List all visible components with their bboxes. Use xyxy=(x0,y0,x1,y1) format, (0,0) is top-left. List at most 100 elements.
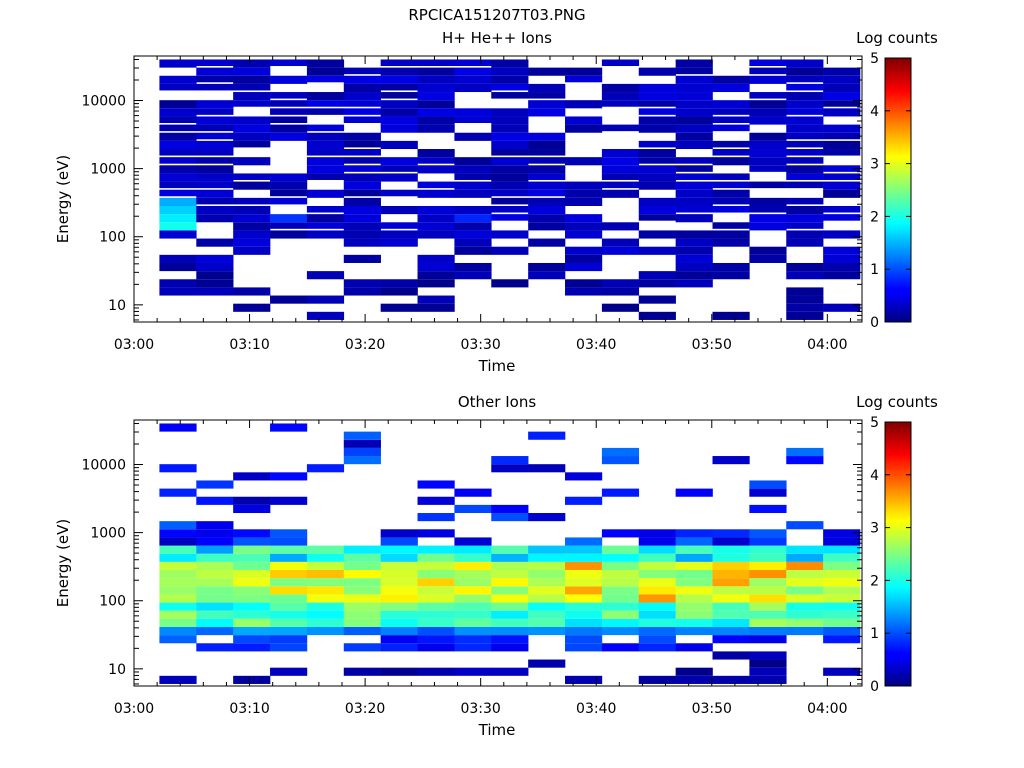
heatmap-cells xyxy=(159,423,861,684)
heatmap-cell xyxy=(786,67,824,76)
heatmap-cell xyxy=(159,561,197,570)
heatmap-cell xyxy=(159,75,197,84)
heatmap-cell xyxy=(601,59,640,67)
heatmap-cell xyxy=(380,303,418,312)
heatmap-cell xyxy=(601,303,640,312)
heatmap-cell xyxy=(601,456,640,465)
heatmap-cell xyxy=(675,643,713,652)
heatmap-cell xyxy=(270,222,308,229)
heatmap-cell xyxy=(270,472,308,481)
x-tick-label: 03:00 xyxy=(114,701,154,717)
heatmap-cell xyxy=(601,626,640,636)
heatmap-cell xyxy=(823,92,861,101)
heatmap-cell xyxy=(638,586,676,595)
heatmap-cell xyxy=(712,578,750,587)
heatmap-cell xyxy=(749,92,787,99)
heatmap-cell xyxy=(417,496,455,505)
heatmap-cell xyxy=(196,626,234,636)
heatmap-cell xyxy=(196,496,234,505)
heatmap-cell xyxy=(675,279,713,288)
heatmap-cell xyxy=(565,287,603,296)
heatmap-cell xyxy=(343,92,381,101)
heatmap-cell xyxy=(159,165,197,174)
heatmap-cell xyxy=(159,116,197,123)
heatmap-cell xyxy=(417,561,455,570)
heatmap-cell xyxy=(380,635,418,644)
heatmap-cell xyxy=(786,553,824,562)
heatmap-cell xyxy=(565,157,603,166)
heatmap-cell xyxy=(823,214,861,221)
heatmap-cell xyxy=(491,75,529,84)
heatmap-cell xyxy=(638,643,676,652)
heatmap-cell xyxy=(343,116,381,123)
heatmap-cell xyxy=(712,675,750,684)
heatmap-cell xyxy=(233,230,271,239)
heatmap-cell xyxy=(675,610,713,619)
heatmap-cell xyxy=(749,488,787,497)
heatmap-cell xyxy=(823,570,861,579)
heatmap-cell xyxy=(417,570,455,579)
heatmap-cell xyxy=(528,618,566,627)
heatmap-cell xyxy=(270,173,308,182)
heatmap-cell xyxy=(786,295,824,304)
heatmap-cell xyxy=(233,545,271,554)
heatmap-cell xyxy=(380,578,418,587)
heatmap-cell xyxy=(454,610,492,619)
heatmap-cell xyxy=(491,214,529,221)
heatmap-cell xyxy=(675,529,713,538)
heatmap-cell xyxy=(159,594,197,603)
heatmap-cell xyxy=(823,610,861,619)
heatmap-cell xyxy=(491,246,529,255)
heatmap-cell xyxy=(233,553,271,562)
heatmap-cell xyxy=(491,206,529,213)
heatmap-cell xyxy=(675,254,713,263)
heatmap-cell xyxy=(491,92,529,99)
heatmap-cell xyxy=(601,570,640,579)
heatmap-cell xyxy=(306,594,345,603)
heatmap-cell xyxy=(786,181,824,189)
heatmap-cell xyxy=(380,537,418,546)
heatmap-cell xyxy=(306,67,345,76)
heatmap-cell xyxy=(749,140,787,150)
heatmap-cell xyxy=(417,108,455,117)
heatmap-cell xyxy=(712,108,750,115)
heatmap-cell xyxy=(233,618,271,627)
heatmap-cell xyxy=(380,545,418,554)
heatmap-cell xyxy=(454,181,492,190)
heatmap-cell xyxy=(675,618,713,627)
heatmap-cell xyxy=(749,675,787,684)
heatmap-cell xyxy=(786,206,824,215)
heatmap-cell xyxy=(638,578,676,587)
heatmap-cell xyxy=(675,578,713,587)
colorbar-tick-label: 2 xyxy=(870,209,879,225)
heatmap-cell xyxy=(565,262,603,272)
heatmap-cell xyxy=(159,545,197,554)
panel-title: H+ He++ Ions xyxy=(442,29,552,47)
heatmap-cell xyxy=(565,214,603,223)
heatmap-cell xyxy=(380,618,418,627)
heatmap-cell xyxy=(675,246,713,255)
heatmap-cell xyxy=(823,83,861,93)
heatmap-cell xyxy=(233,586,271,595)
y-axis: 10 100 1000 10000 xyxy=(81,58,862,321)
heatmap-cell xyxy=(417,667,455,676)
heatmap-cell xyxy=(306,570,345,579)
heatmap-cell xyxy=(786,602,824,611)
heatmap-cell xyxy=(159,222,197,231)
heatmap-cell xyxy=(306,222,345,229)
heatmap-cell xyxy=(343,100,381,107)
heatmap-cell xyxy=(675,675,713,684)
heatmap-cell xyxy=(196,610,234,619)
heatmap-cell xyxy=(454,271,492,280)
heatmap-cell xyxy=(565,222,603,231)
heatmap-cell xyxy=(528,197,566,206)
heatmap-cell xyxy=(306,149,345,156)
heatmap-cell xyxy=(823,553,861,562)
heatmap-cell xyxy=(712,140,750,148)
heatmap-cell xyxy=(675,537,713,546)
heatmap-cell xyxy=(454,108,492,117)
heatmap-cell xyxy=(823,578,861,587)
heatmap-cell xyxy=(196,67,234,76)
heatmap-cell xyxy=(712,570,750,579)
heatmap-cell xyxy=(343,206,381,215)
